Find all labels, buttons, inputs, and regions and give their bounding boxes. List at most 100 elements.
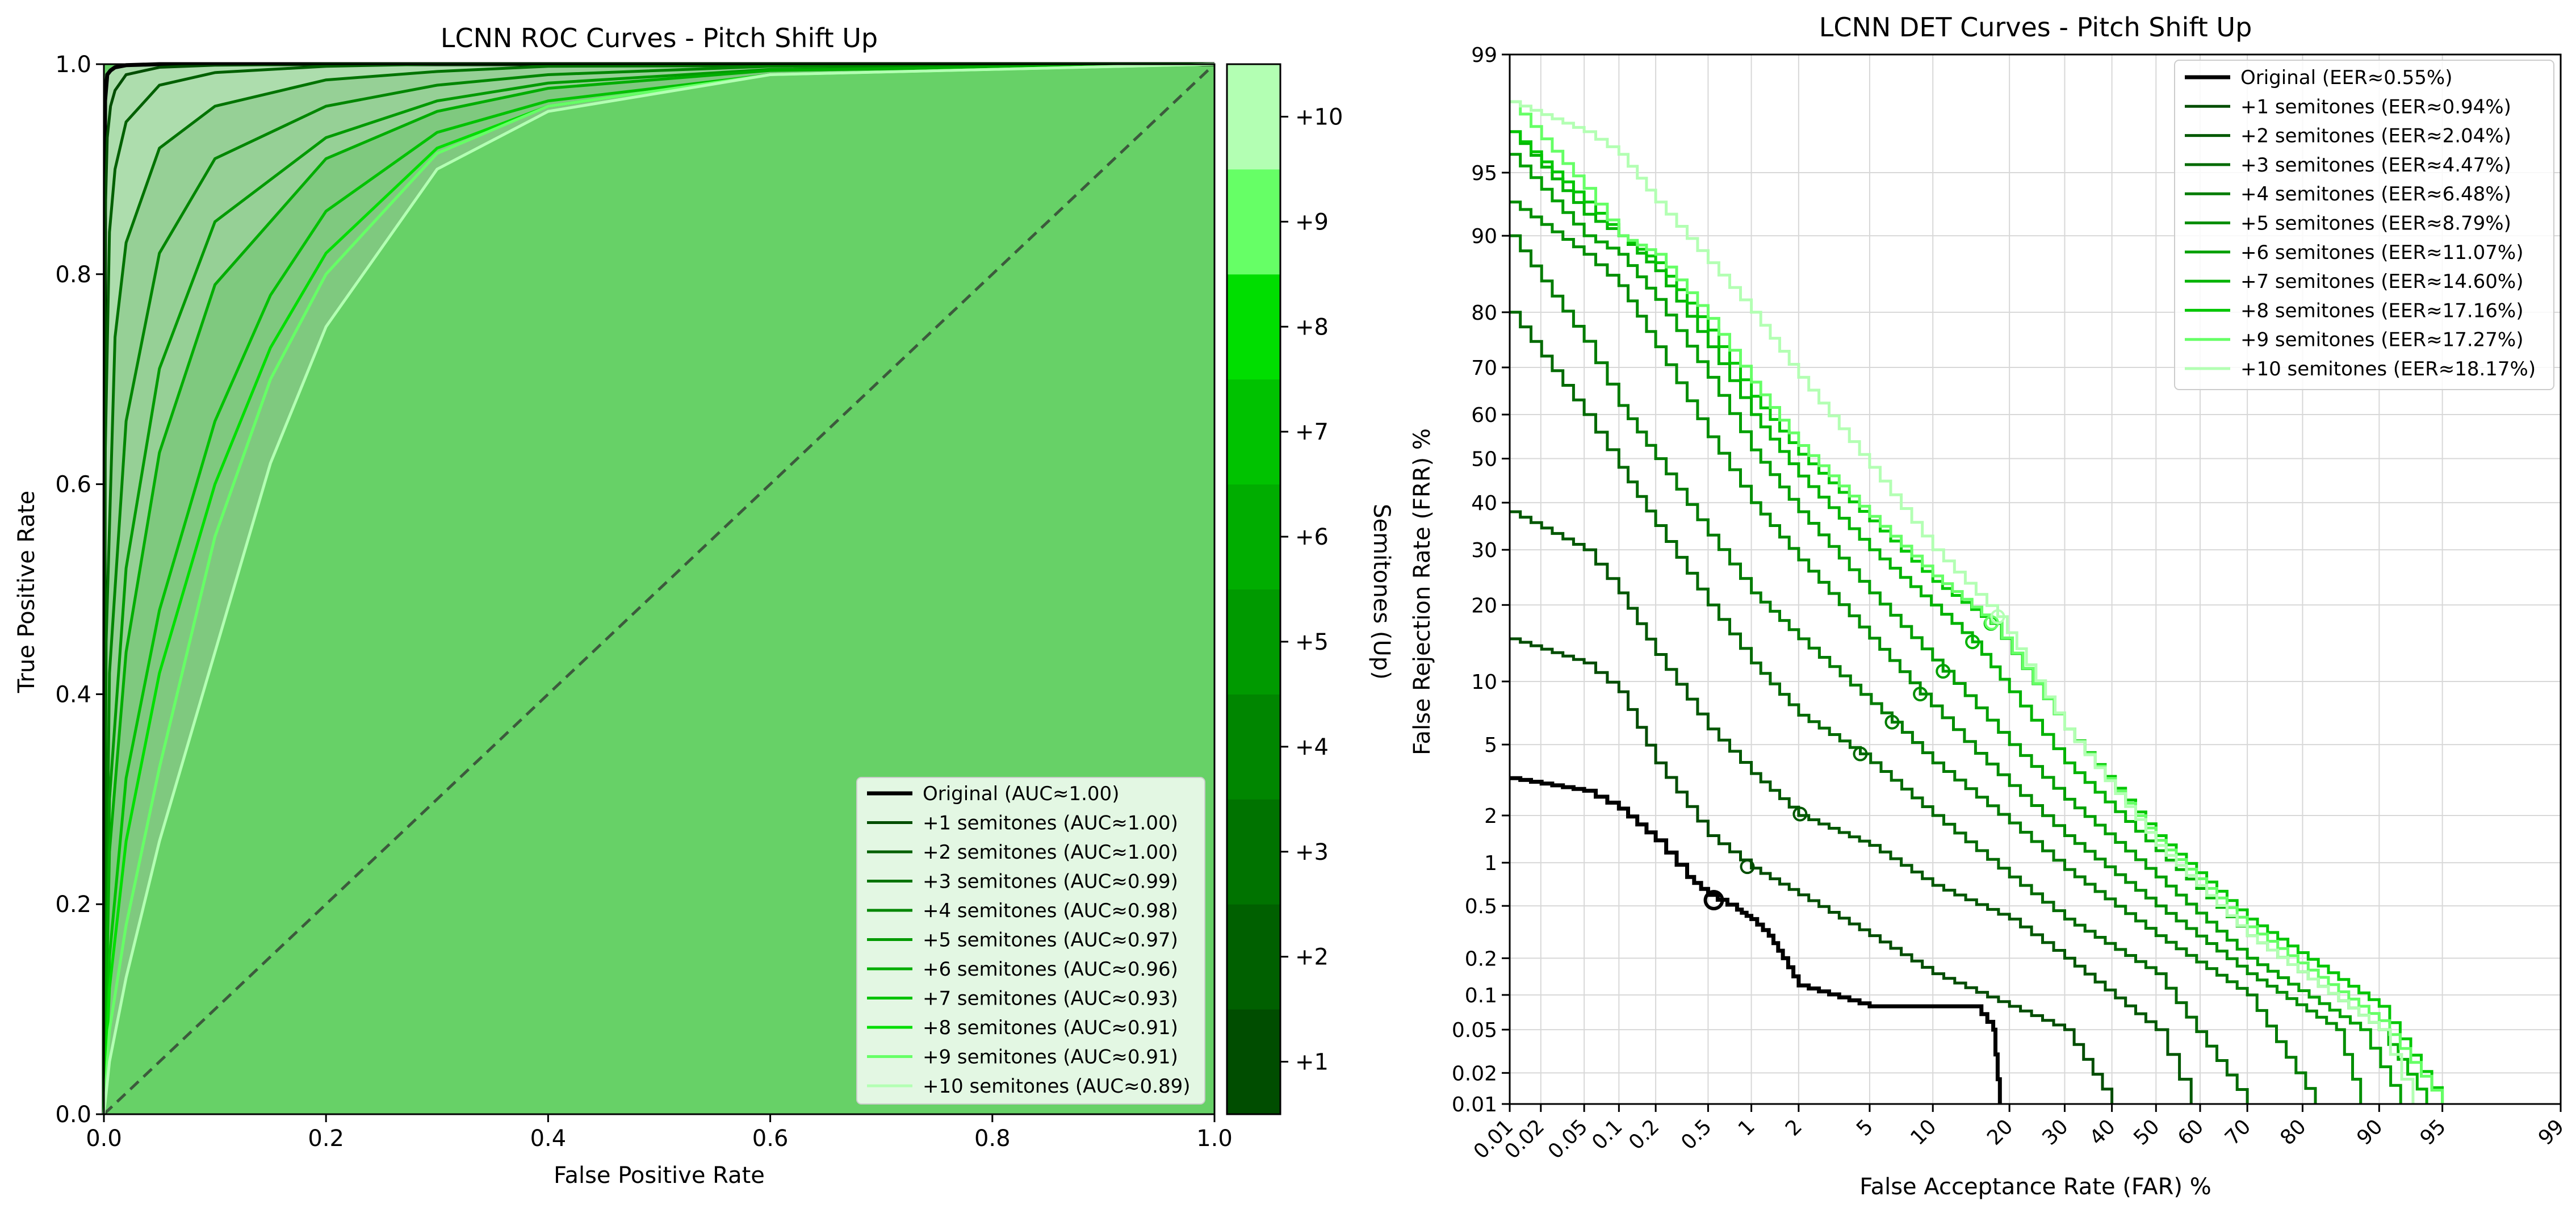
det-plot-area: 0.01 0.02 0.05 0.1 0.2 0.5 1 2 5 10 20 30 40 50 60 70 80… [1452, 44, 2569, 1164]
det-eer-marker [1965, 634, 1980, 650]
det-y-tick-label: 95 [1471, 162, 1497, 185]
det-y-tick-label: 0.02 [1452, 1062, 1497, 1085]
colorbar-segment [1227, 904, 1280, 1010]
det-y-tick-label: 10 [1471, 671, 1497, 694]
roc-legend-entry: +9 semitones (AUC≈0.91) [923, 1046, 1178, 1069]
colorbar-tick-label: +6 [1295, 524, 1329, 550]
det-series-line-6 [1510, 153, 2402, 1104]
det-eer-marker [1703, 890, 1724, 911]
det-series-line-1 [1510, 637, 2114, 1104]
colorbar-tick-label: +3 [1295, 839, 1329, 865]
det-y-tick-label: 0.01 [1452, 1093, 1497, 1116]
roc-x-tick-label: 0.6 [752, 1126, 789, 1152]
colorbar-segment [1227, 694, 1280, 800]
det-y-tick-label: 0.05 [1452, 1019, 1497, 1042]
roc-y-tick-label: 0.4 [55, 681, 91, 708]
det-eer-marker [1740, 859, 1755, 875]
det-y-tick-label: 80 [1471, 302, 1497, 325]
roc-y-tick-label: 0.0 [55, 1102, 91, 1128]
colorbar-ticks: +1 +2 +3 +4 +5 +6 +7 +8 +9 +10 [1280, 104, 1343, 1076]
roc-series-line-10 [102, 62, 1215, 1115]
roc-title: LCNN ROC Curves - Pitch Shift Up [441, 23, 878, 53]
colorbar-segment [1227, 799, 1280, 905]
roc-series-line-7 [102, 62, 1215, 1115]
det-legend-entry: +4 semitones (EER≈6.48%) [2240, 183, 2511, 206]
det-series-line-0 [1510, 776, 2002, 1104]
roc-series-line-2 [102, 62, 1214, 1115]
roc-x-tick-label: 0.2 [308, 1126, 344, 1152]
det-eer-marker [1884, 714, 1900, 730]
roc-legend-entry: +1 semitones (AUC≈1.00) [923, 812, 1178, 835]
colorbar-segment [1227, 379, 1280, 485]
det-frame [1509, 53, 2562, 1105]
det-x-axis-label: False Acceptance Rate (FAR) % [1859, 1174, 2211, 1200]
roc-series-line-9 [102, 62, 1215, 1115]
det-y-tick-label: 99 [1471, 44, 1497, 67]
colorbar-segments [1226, 63, 1281, 1115]
det-legend-entry: +1 semitones (EER≈0.94%) [2240, 95, 2511, 118]
colorbar-segment [1227, 169, 1280, 275]
det-y-tick-label: 1 [1484, 852, 1497, 875]
roc-y-tick-label: 0.2 [55, 892, 91, 918]
det-y-tick-label: 5 [1484, 734, 1497, 757]
roc-x-tick-label: 1.0 [1196, 1126, 1233, 1152]
det-legend-entry: +3 semitones (EER≈4.47%) [2240, 154, 2511, 177]
roc-legend-entry: Original (AUC≈1.00) [923, 783, 1119, 805]
colorbar-segment [1227, 484, 1280, 589]
colorbar-segment [1227, 274, 1280, 380]
roc-legend-box [856, 777, 1205, 1105]
det-legend: Original (EER≈0.55%) +1 semitones (EER≈0.… [2174, 60, 2554, 390]
det-eer-marker [1853, 746, 1868, 762]
det-eer-marker [1913, 687, 1928, 702]
det-y-tick-label: 40 [1471, 492, 1497, 515]
roc-legend-entry: +8 semitones (AUC≈0.91) [923, 1017, 1178, 1039]
roc-legend-entry: +10 semitones (AUC≈0.89) [923, 1075, 1190, 1098]
roc-band-5 [104, 64, 1214, 1114]
roc-legend-entry: +7 semitones (AUC≈0.93) [923, 988, 1178, 1010]
roc-x-tick-label: 0.4 [530, 1126, 567, 1152]
det-y-tick-label: 90 [1471, 225, 1497, 248]
colorbar: +1 +2 +3 +4 +5 +6 +7 +8 +9 +10 Semitones (Up) [1226, 63, 1394, 1115]
roc-x-axis-label: False Positive Rate [554, 1162, 765, 1189]
roc-legend: Original (AUC≈1.00) +1 semitones (AUC≈1.0… [856, 777, 1205, 1105]
det-legend-entry: +9 semitones (EER≈17.27%) [2240, 329, 2524, 352]
det-y-tick-label: 50 [1471, 448, 1497, 471]
det-y-tick-label: 20 [1471, 594, 1497, 617]
det-series-line-10 [1510, 100, 2415, 1104]
det-legend-entry: +8 semitones (EER≈17.16%) [2240, 299, 2524, 322]
det-series-line-2 [1510, 510, 2193, 1104]
colorbar-segment [1227, 64, 1280, 170]
det-chart: LCNN DET Curves - Pitch Shift Up 0.01 0.0… [1409, 12, 2569, 1200]
roc-y-tick-label: 0.6 [55, 472, 91, 498]
det-y-tick-label: 0.5 [1465, 895, 1497, 918]
colorbar-tick-label: +7 [1295, 419, 1329, 445]
det-legend-box [2174, 60, 2554, 390]
roc-y-tick-label: 0.8 [55, 262, 91, 288]
det-legend-entry: +5 semitones (EER≈8.79%) [2240, 212, 2511, 235]
det-series-line-9 [1510, 100, 2444, 1104]
roc-x-tick-label: 0.8 [974, 1126, 1011, 1152]
colorbar-label: Semitones (Up) [1368, 504, 1394, 680]
det-legend-entry: +2 semitones (EER≈2.04%) [2240, 125, 2511, 148]
det-eer-marker [1990, 609, 2005, 624]
roc-legend-entry: +2 semitones (AUC≈1.00) [923, 841, 1178, 864]
det-y-tick-label: 0.2 [1465, 947, 1497, 971]
roc-y-tick-label: 1.0 [55, 52, 91, 78]
roc-series-line-6 [102, 62, 1215, 1115]
colorbar-tick-label: +1 [1295, 1049, 1329, 1076]
det-series-line-4 [1510, 234, 2317, 1104]
det-series-line-5 [1510, 200, 2363, 1104]
det-y-tick-label: 30 [1471, 539, 1497, 562]
roc-chance-line [103, 63, 1216, 1115]
colorbar-tick-label: +5 [1295, 629, 1329, 655]
colorbar-tick-label: +2 [1295, 944, 1329, 971]
roc-y-axis-label: True Positive Rate [14, 491, 40, 693]
colorbar-tick-label: +8 [1295, 314, 1329, 340]
roc-series-line-3 [102, 62, 1215, 1115]
det-legend-entry: +10 semitones (EER≈18.17%) [2240, 358, 2536, 380]
roc-series-line-4 [102, 62, 1215, 1115]
det-y-tick-label: 0.1 [1465, 984, 1497, 1007]
colorbar-tick-label: +4 [1295, 734, 1329, 760]
det-title: LCNN DET Curves - Pitch Shift Up [1819, 12, 2252, 43]
roc-legend-entry: +3 semitones (AUC≈0.99) [923, 871, 1178, 893]
